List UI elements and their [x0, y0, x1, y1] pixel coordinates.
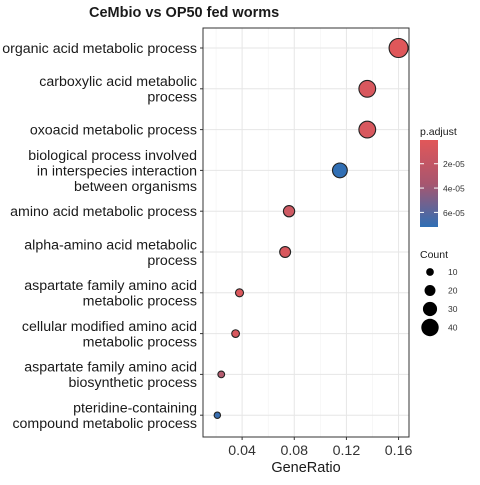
- data-point: [213, 411, 222, 419]
- y-tick-label: cellular modified amino acid: [22, 319, 197, 335]
- data-point: [279, 245, 292, 259]
- legend-p-adjust-label: 6e-05: [443, 208, 465, 218]
- legend-count: Count 10 20 30 40: [420, 249, 458, 337]
- x-axis: 0.04 0.08 0.12 0.16: [228, 437, 412, 459]
- data-point: [358, 79, 377, 98]
- y-tick-label: amino acid metabolic process: [10, 204, 197, 220]
- data-points: [213, 37, 409, 419]
- legend-count-title: Count: [420, 249, 448, 261]
- y-tick-label: metabolic process: [83, 294, 197, 310]
- legend-count-dot: [422, 301, 438, 317]
- y-tick-label: alpha-amino acid metabolic: [24, 237, 197, 253]
- data-point: [358, 120, 377, 139]
- legend-count-label: 10: [448, 267, 458, 277]
- y-tick-label: pteridine-containing: [73, 400, 197, 416]
- grid-lines: [203, 28, 409, 437]
- x-tick-label: 0.04: [228, 443, 256, 459]
- legend-p-adjust-label: 2e-05: [443, 159, 465, 169]
- x-tick-label: 0.08: [280, 443, 308, 459]
- legend-count-label: 40: [448, 323, 458, 333]
- x-tick-label: 0.12: [333, 443, 361, 459]
- legend-p-adjust-label: 4e-05: [443, 184, 465, 194]
- chart-title: CeMbio vs OP50 fed worms: [89, 5, 279, 21]
- y-tick-label: oxoacid metabolic process: [30, 123, 197, 139]
- data-point: [234, 288, 245, 298]
- data-point: [388, 37, 409, 59]
- y-tick-label: process: [147, 90, 197, 106]
- panel-border: [202, 27, 410, 438]
- legend-count-label: 30: [448, 304, 458, 314]
- x-axis-title: GeneRatio: [271, 460, 340, 476]
- y-tick-label: biological process involved: [28, 148, 197, 164]
- legend-p-adjust: p.adjust 2e-05 4e-05 6e-05: [420, 126, 465, 227]
- legend-p-adjust-title: p.adjust: [420, 126, 457, 138]
- y-tick-label: metabolic process: [83, 334, 197, 350]
- y-tick-label: compound metabolic process: [12, 416, 197, 432]
- legend-count-dot: [421, 318, 439, 337]
- y-axis: organic acid metabolic process carboxylic…: [2, 41, 203, 432]
- legend-count-dot: [424, 285, 436, 296]
- legend-count-label: 20: [448, 286, 458, 296]
- y-tick-label: organic acid metabolic process: [2, 41, 197, 57]
- y-tick-label: biosynthetic process: [68, 375, 197, 391]
- y-tick-label: carboxylic acid metabolic: [39, 74, 197, 90]
- data-point: [282, 205, 296, 218]
- legend-count-dot: [426, 268, 434, 276]
- data-point: [217, 370, 226, 379]
- y-tick-label: aspartate family amino acid: [24, 278, 197, 294]
- legend-p-adjust-colorbar: [420, 140, 438, 227]
- x-tick-label: 0.16: [385, 443, 413, 459]
- y-tick-label: aspartate family amino acid: [24, 360, 197, 376]
- y-tick-label: between organisms: [74, 179, 197, 195]
- y-tick-label: in interspecies interaction: [37, 163, 197, 179]
- y-tick-label: process: [147, 253, 197, 269]
- data-point: [331, 162, 348, 179]
- data-point: [231, 329, 240, 338]
